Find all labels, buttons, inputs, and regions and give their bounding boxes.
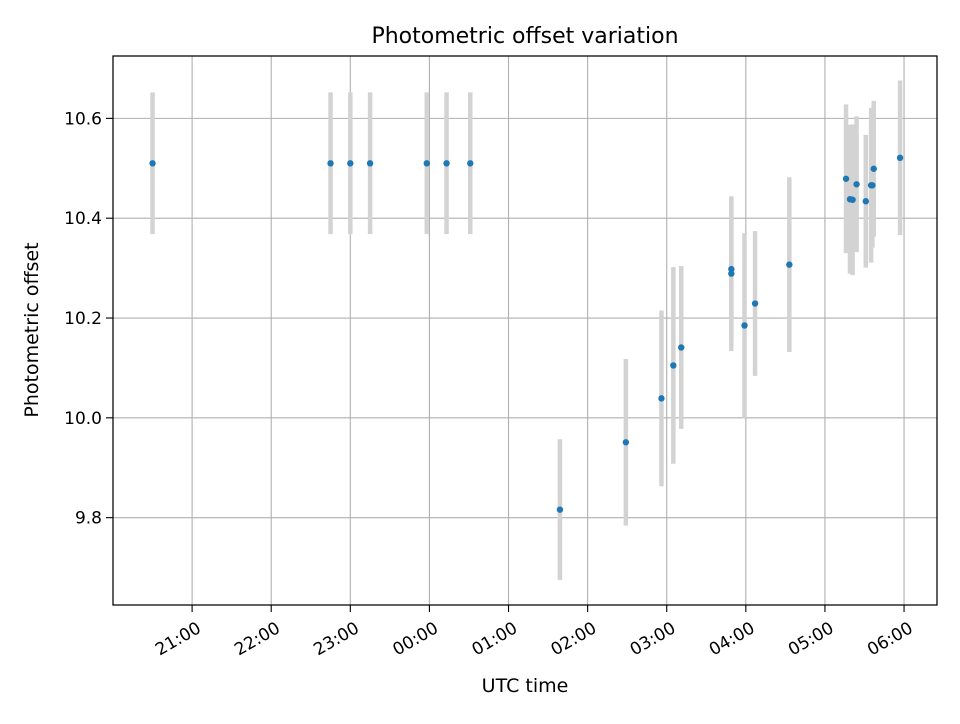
data-point bbox=[870, 165, 877, 172]
data-point bbox=[842, 175, 850, 182]
data-point bbox=[556, 506, 564, 513]
data-point bbox=[728, 270, 735, 277]
y-axis-ticks: 9.8 10.0 10.2 10.4 10.6 bbox=[64, 109, 113, 529]
data-point bbox=[869, 182, 876, 189]
y-tick-label: 10.4 bbox=[64, 209, 102, 229]
data-point bbox=[366, 160, 374, 167]
data-point bbox=[849, 196, 856, 203]
y-tick-label: 10.6 bbox=[64, 109, 102, 129]
data-point bbox=[443, 160, 450, 167]
grid-layer bbox=[113, 56, 937, 605]
data-point bbox=[728, 265, 735, 273]
data-point bbox=[149, 160, 156, 167]
data-point bbox=[678, 344, 685, 351]
data-point bbox=[622, 439, 630, 446]
data-point bbox=[853, 181, 860, 188]
data-point bbox=[327, 160, 334, 167]
point-layer bbox=[149, 154, 904, 513]
chart-title: Photometric offset variation bbox=[371, 24, 678, 49]
y-axis-label: Photometric offset bbox=[21, 242, 43, 417]
data-point bbox=[670, 362, 677, 369]
data-point bbox=[786, 261, 793, 268]
data-point bbox=[658, 395, 665, 402]
data-point bbox=[896, 154, 904, 162]
plot-frame bbox=[112, 55, 938, 606]
x-axis-label: UTC time bbox=[482, 675, 569, 697]
data-point bbox=[862, 198, 870, 205]
data-point bbox=[423, 160, 430, 167]
data-point bbox=[741, 322, 748, 329]
y-tick-label: 10.2 bbox=[64, 309, 102, 329]
data-point bbox=[751, 300, 759, 307]
data-point bbox=[347, 160, 354, 167]
data-point bbox=[467, 160, 474, 167]
y-tick-label: 9.8 bbox=[75, 509, 102, 529]
y-tick-label: 10.0 bbox=[64, 409, 102, 429]
